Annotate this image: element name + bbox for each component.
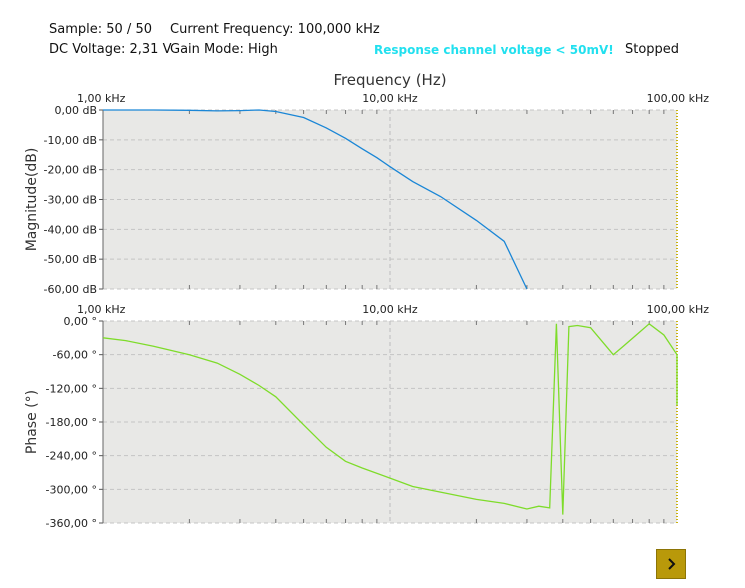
- phase-xtick-label: 100,00 kHz: [647, 303, 710, 316]
- gain-mode: Gain Mode: High: [170, 42, 278, 57]
- phase-ytick-label: -300,00 °: [46, 483, 97, 496]
- magnitude-ytick-label: -40,00 dB: [44, 223, 98, 236]
- magnitude-ytick-label: 0,00 dB: [54, 104, 97, 117]
- phase-series-line: [102, 322, 678, 515]
- magnitude-series-line: [103, 109, 528, 290]
- magnitude-ytick-label: -10,00 dB: [44, 134, 98, 147]
- next-button[interactable]: [656, 549, 686, 579]
- phase-ytick-label: 0,00 °: [64, 315, 98, 328]
- magnitude-xtick-label: 10,00 kHz: [362, 92, 418, 105]
- phase-ytick-label: -60,00 °: [53, 349, 97, 362]
- magnitude-xtick-label: 1,00 kHz: [77, 92, 126, 105]
- magnitude-ytick-label: -20,00 dB: [44, 164, 98, 177]
- magnitude-ytick-label: -50,00 dB: [44, 253, 98, 266]
- magnitude-ytick-label: -30,00 dB: [44, 194, 98, 207]
- phase-xtick-label: 10,00 kHz: [362, 303, 418, 316]
- magnitude-xtick-label: 100,00 kHz: [647, 92, 710, 105]
- phase-ytick-label: -360,00 °: [46, 517, 97, 530]
- chevron-right-icon: [668, 558, 676, 570]
- phase-ytick-label: -240,00 °: [46, 450, 97, 463]
- dc-voltage: DC Voltage: 2,31 V: [49, 42, 172, 57]
- phase-xtick-label: 1,00 kHz: [77, 303, 126, 316]
- current-frequency: Current Frequency: 100,000 kHz: [170, 22, 380, 37]
- magnitude-ylabel: Magnitude(dB): [24, 148, 40, 252]
- phase-ytick-label: -180,00 °: [46, 416, 97, 429]
- run-state: Stopped: [625, 42, 680, 57]
- voltage-warning: Response channel voltage < 50mV!: [374, 43, 614, 57]
- magnitude-ytick-label: -60,00 dB: [44, 283, 98, 296]
- phase-ylabel: Phase (°): [24, 390, 40, 454]
- magnitude-chart-title: Frequency (Hz): [333, 71, 446, 89]
- phase-ytick-label: -120,00 °: [46, 382, 97, 395]
- sample-counter: Sample: 50 / 50: [49, 22, 152, 37]
